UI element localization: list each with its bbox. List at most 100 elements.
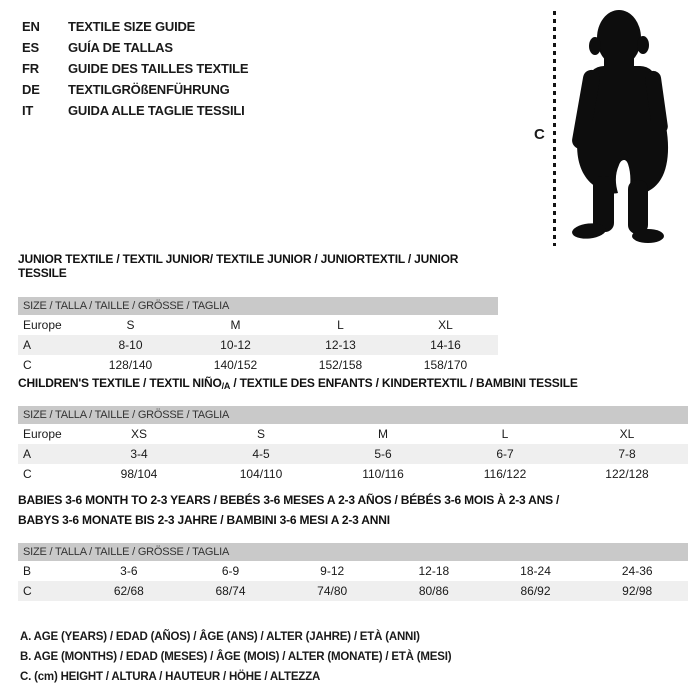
guide-title: GUIDE DES TAILLES TEXTILE [68,61,249,76]
size-header-bar: SIZE / TALLA / TAILLE / GRÖSSE / TAGLIA [18,297,498,315]
age-cell: 8-10 [118,338,143,352]
table-row-age-years: A 8-10 10-12 12-13 14-16 [18,335,498,355]
size-cell: XS [130,427,147,441]
age-cell: 10-12 [220,338,251,352]
row-label: C [23,358,32,372]
row-label: Europe [23,427,62,441]
height-cell: 122/128 [605,467,649,481]
footnote-legend: A. AGE (YEARS) / EDAD (AÑOS) / ÂGE (ANS)… [20,627,452,687]
title-subscript: /A [221,381,231,391]
size-cell: M [378,427,388,441]
row-label: C [23,584,32,598]
babies-title-line-2: BABYS 3-6 MONATE BIS 2-3 JAHRE / BAMBINI… [18,513,390,527]
age-cell: 7-8 [618,447,636,461]
junior-size-table: SIZE / TALLA / TAILLE / GRÖSSE / TAGLIA … [18,297,498,375]
language-code: IT [22,103,34,118]
height-cell: 104/110 [239,467,283,481]
size-header-bar: SIZE / TALLA / TAILLE / GRÖSSE / TAGLIA [18,406,688,424]
height-cell: 152/158 [318,358,363,372]
height-cell: 128/140 [108,358,153,372]
guide-title: GUÍA DE TALLAS [68,40,173,55]
language-row-en: EN TEXTILE SIZE GUIDE [22,16,248,37]
height-cell: 110/116 [362,467,404,481]
age-cell: 3-4 [130,447,148,461]
age-cell: 6-9 [221,564,240,578]
language-code: EN [22,19,40,34]
language-row-de: DE TEXTILGRÖßENFÜHRUNG [22,79,248,100]
height-cell: 62/68 [113,584,144,598]
guide-title: TEXTILGRÖßENFÜHRUNG [68,82,230,97]
age-cell: 12-18 [418,564,450,578]
guide-title: GUIDA ALLE TAGLIE TESSILI [68,103,245,118]
age-cell: 6-7 [496,447,514,461]
size-cell: M [230,318,241,332]
age-cell: 12-13 [325,338,356,352]
junior-textile-section: JUNIOR TEXTILE / TEXTIL JUNIOR/ TEXTILE … [18,252,498,375]
height-cell: 86/92 [520,584,551,598]
table-row-height-cm: C 98/104 104/110 110/116 116/122 122/128 [18,464,688,484]
table-row-height-cm: C 62/68 68/74 74/80 80/86 86/92 92/98 [18,581,688,601]
babies-size-table: SIZE / TALLA / TAILLE / GRÖSSE / TAGLIA … [18,543,688,601]
language-code: DE [22,82,40,97]
height-cell: 116/122 [483,467,527,481]
height-cell: 74/80 [317,584,348,598]
row-label: Europe [23,318,62,332]
height-cell: 158/170 [423,358,468,372]
table-row-height-cm: C 128/140 140/152 152/158 158/170 [18,355,498,375]
row-label: A [23,447,32,461]
table-row-age-months: B 3-6 6-9 9-12 12-18 18-24 24-36 [18,561,688,581]
footnote-c-height: C. (cm) HEIGHT / ALTURA / HAUTEUR / HÖHE… [20,671,321,683]
table-body: Europe XS S M L XL A 3-4 4-5 5-6 6-7 7-8… [18,424,688,484]
size-cell: L [337,318,344,332]
size-cell: XL [438,318,453,332]
age-cell: 5-6 [374,447,392,461]
childrens-textile-section: CHILDREN'S TEXTILE / TEXTIL NIÑO/A / TEX… [18,376,688,484]
height-measure-figure: C [527,8,697,254]
row-label: A [23,338,32,352]
size-cell: S [126,318,135,332]
childrens-size-table: SIZE / TALLA / TAILLE / GRÖSSE / TAGLIA … [18,406,688,484]
age-cell: 24-36 [621,564,653,578]
babies-section-title: BABIES 3-6 MONTH TO 2-3 YEARS / BEBÉS 3-… [18,490,688,530]
height-dotted-line [553,11,556,246]
age-cell: 4-5 [252,447,270,461]
size-cell: L [501,427,509,441]
babies-title-line-1: BABIES 3-6 MONTH TO 2-3 YEARS / BEBÉS 3-… [18,493,560,507]
childrens-section-title: CHILDREN'S TEXTILE / TEXTIL NIÑO/A / TEX… [18,376,688,393]
junior-section-title: JUNIOR TEXTILE / TEXTIL JUNIOR/ TEXTILE … [18,252,459,280]
size-cell: S [256,427,265,441]
table-row-europe: Europe S M L XL [18,315,498,335]
language-title-list: EN TEXTILE SIZE GUIDE ES GUÍA DE TALLAS … [22,16,249,121]
toddler-silhouette-icon [572,10,669,243]
title-part: CHILDREN'S TEXTILE / TEXTIL NIÑO [18,376,222,390]
size-header-bar: SIZE / TALLA / TAILLE / GRÖSSE / TAGLIA [18,543,688,561]
height-cell: 98/104 [120,467,158,481]
height-cell: 68/74 [215,584,246,598]
row-label: B [23,564,32,578]
age-cell: 9-12 [320,564,345,578]
table-body: B 3-6 6-9 9-12 12-18 18-24 24-36 C 62/68… [18,561,688,601]
height-measure-label: C [534,126,545,143]
age-cell: 18-24 [520,564,551,578]
height-cell: 92/98 [622,584,653,598]
language-code: FR [22,61,39,76]
age-cell: 14-16 [430,338,461,352]
size-cell: XL [619,427,635,441]
language-row-es: ES GUÍA DE TALLAS [22,37,248,58]
height-cell: 140/152 [213,358,258,372]
language-row-fr: FR GUIDE DES TAILLES TEXTILE [22,58,249,79]
language-code: ES [22,40,39,55]
height-cell: 80/86 [418,584,449,598]
babies-textile-section: BABIES 3-6 MONTH TO 2-3 YEARS / BEBÉS 3-… [18,490,688,601]
age-cell: 3-6 [120,564,138,578]
table-row-age-years: A 3-4 4-5 5-6 6-7 7-8 [18,444,688,464]
table-row-europe: Europe XS S M L XL [18,424,688,444]
row-label: C [23,467,32,481]
table-body: Europe S M L XL A 8-10 10-12 12-13 14-16… [18,315,498,375]
guide-title: TEXTILE SIZE GUIDE [68,19,196,34]
footnote-b-age-months: B. AGE (MONTHS) / EDAD (MESES) / ÂGE (MO… [20,651,452,663]
title-part: / TEXTILE DES ENFANTS / KINDERTEXTIL / B… [230,376,578,390]
footnote-a-age-years: A. AGE (YEARS) / EDAD (AÑOS) / ÂGE (ANS)… [20,631,420,643]
language-row-it: IT GUIDA ALLE TAGLIE TESSILI [22,100,248,121]
